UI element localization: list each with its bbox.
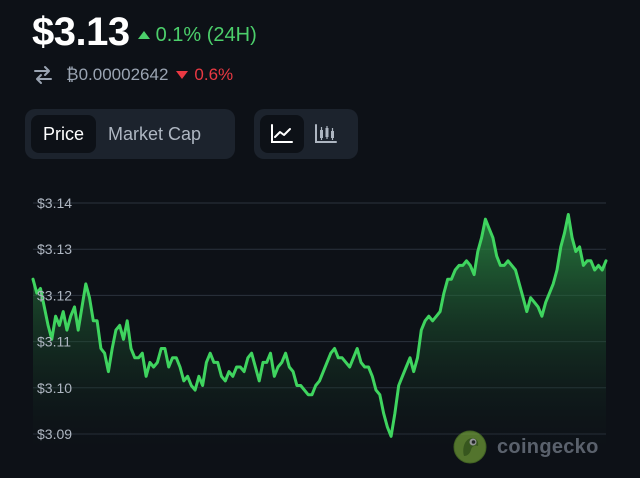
y-tick-label: $3.14 [37, 195, 72, 211]
chart-type-tabs [254, 109, 358, 159]
y-tick-label: $3.09 [37, 426, 72, 442]
y-tick-label: $3.11 [37, 334, 71, 350]
price-header: $3.13 0.1% (24H) [32, 10, 257, 55]
triangle-up-icon [137, 31, 150, 39]
line-chart-icon [271, 124, 293, 143]
coingecko-logo: coingecko [453, 430, 599, 464]
btc-price: ₿0.00002642 [66, 65, 169, 84]
y-tick-label: $3.10 [37, 380, 72, 396]
metric-tabs: Price Market Cap [25, 109, 235, 159]
btc-price-change: 0.6% [194, 65, 234, 84]
swap-arrows-icon[interactable] [32, 64, 54, 86]
tab-market-cap[interactable]: Market Cap [108, 123, 202, 144]
candlestick-chart-button[interactable] [304, 115, 348, 153]
gecko-logo-icon [453, 430, 487, 464]
btc-price-row: ₿0.00002642 0.6% [32, 64, 233, 86]
price-line [31, 213, 608, 438]
candlestick-chart-icon [315, 124, 337, 143]
y-tick-label: $3.12 [37, 287, 72, 303]
y-tick-label: $3.13 [37, 241, 72, 257]
coingecko-wordmark: coingecko [497, 435, 599, 458]
current-price: $3.13 [32, 10, 130, 54]
price-area [33, 214, 606, 448]
tab-price[interactable]: Price [31, 115, 97, 153]
price-change-24h: 0.1% (24H) [137, 23, 257, 47]
line-chart-button[interactable] [260, 115, 304, 153]
price-chart[interactable]: $3.14 $3.13 $3.12 $3.11 $3.10 $3.09 [0, 180, 640, 478]
triangle-down-icon [176, 71, 189, 79]
price-change-24h-value: 0.1% (24H) [155, 23, 257, 46]
